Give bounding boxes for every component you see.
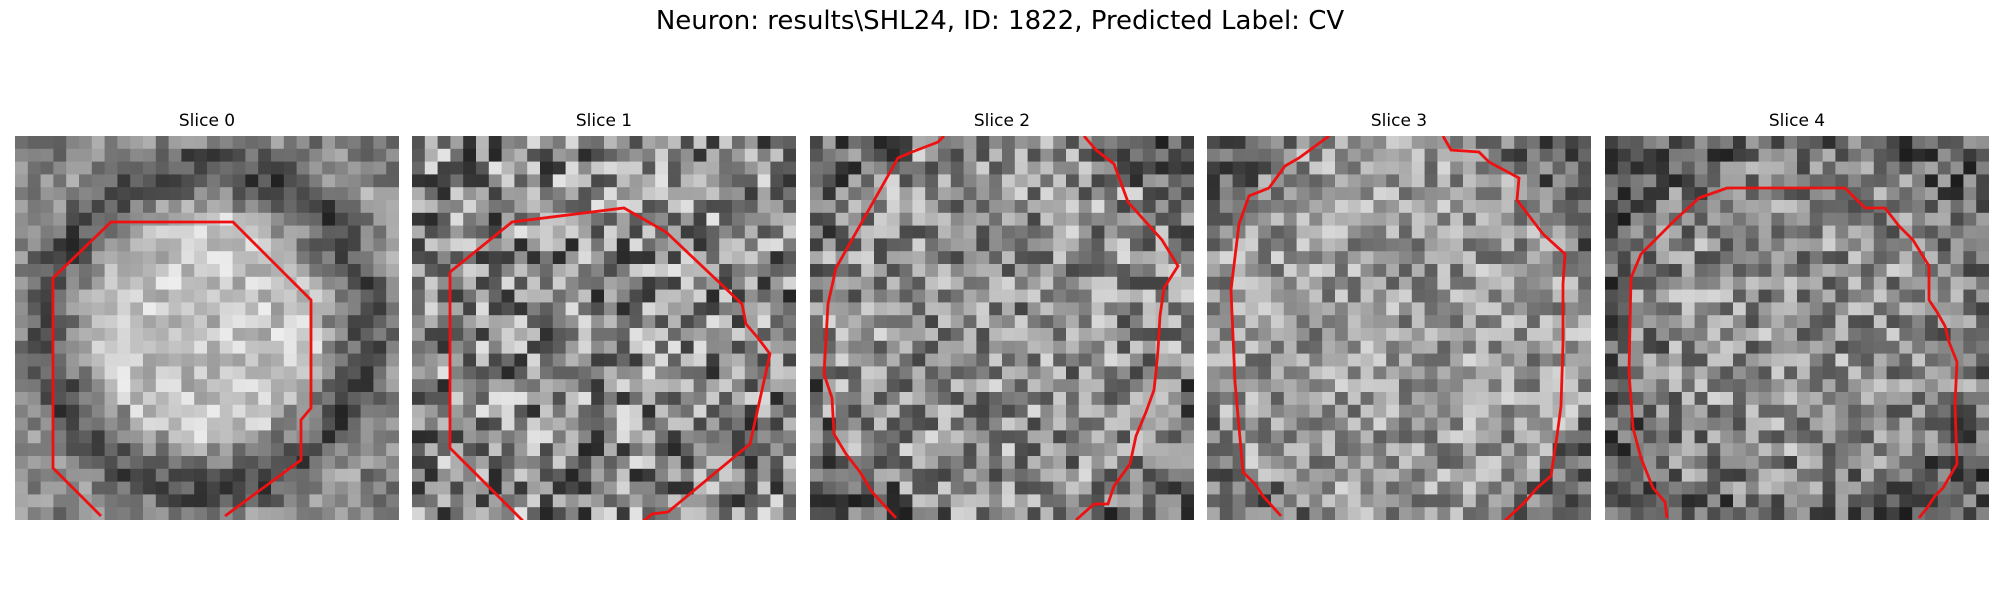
slice-panel-2: Slice 2 bbox=[810, 108, 1194, 520]
contour-line bbox=[1075, 136, 1180, 520]
contour-line bbox=[822, 136, 945, 519]
grayscale-pixels bbox=[1605, 136, 1989, 520]
grayscale-pixels bbox=[15, 136, 399, 520]
slice-image-3 bbox=[1207, 136, 1591, 520]
contour-line bbox=[51, 220, 313, 518]
grayscale-pixels bbox=[412, 136, 796, 520]
slice-panel-4: Slice 4 bbox=[1605, 108, 1989, 520]
contour-line bbox=[1229, 136, 1330, 517]
slice-image-1 bbox=[412, 136, 796, 520]
slice-panel-1: Slice 1 bbox=[412, 108, 796, 520]
slice-title: Slice 4 bbox=[1768, 111, 1826, 131]
contour-line bbox=[448, 206, 772, 520]
figure-title: Neuron: results\SHL24, ID: 1822, Predict… bbox=[655, 6, 1345, 36]
grayscale-pixels bbox=[1207, 136, 1591, 520]
slice-image-0 bbox=[15, 136, 399, 520]
slice-panel-0: Slice 0 bbox=[15, 108, 399, 520]
slice-title: Slice 0 bbox=[178, 111, 236, 131]
slice-title: Slice 1 bbox=[575, 111, 633, 131]
grayscale-pixels bbox=[810, 136, 1194, 520]
contour-line bbox=[1627, 186, 1959, 519]
slice-image-4 bbox=[1605, 136, 1989, 520]
slice-title: Slice 2 bbox=[973, 111, 1031, 131]
slice-image-2 bbox=[810, 136, 1194, 520]
slice-title: Slice 3 bbox=[1370, 111, 1428, 131]
contour-line bbox=[1441, 136, 1567, 520]
slice-panel-3: Slice 3 bbox=[1207, 108, 1591, 520]
